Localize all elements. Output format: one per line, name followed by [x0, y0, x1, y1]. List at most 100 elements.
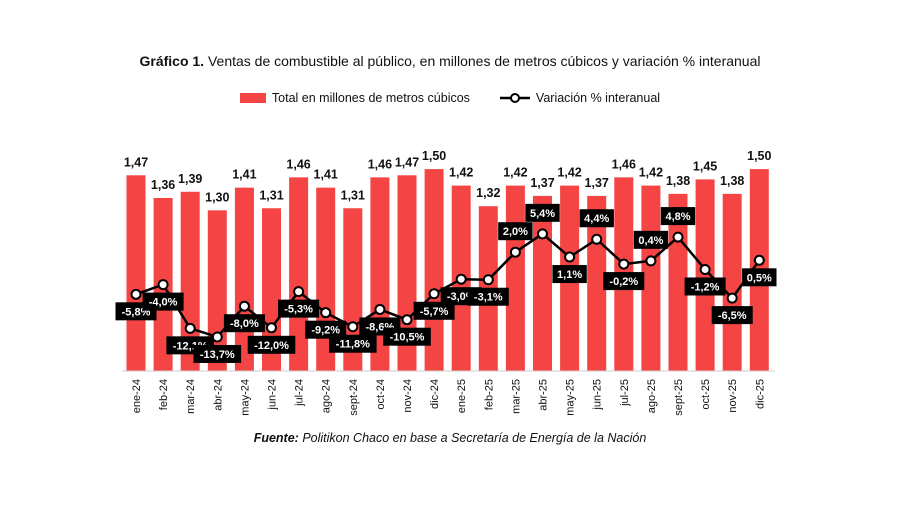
line-point — [238, 300, 250, 312]
line-point — [211, 331, 223, 343]
point-value-label: 2,0% — [503, 226, 528, 238]
line-point — [699, 263, 711, 275]
x-tick-label: sept-25 — [673, 379, 685, 416]
line-point — [266, 322, 277, 334]
bar-value-label: 1,38 — [720, 174, 744, 188]
point-label-box — [660, 207, 696, 226]
line-point — [645, 255, 657, 267]
line-point — [401, 314, 413, 326]
point-value-label: -8,0% — [230, 318, 259, 330]
line-point — [320, 307, 332, 319]
x-tick-label: jun-24 — [267, 379, 279, 411]
line-series — [135, 232, 761, 339]
point-label-box — [278, 299, 320, 318]
bar-value-label: 1,41 — [314, 168, 338, 182]
point-label-box — [193, 344, 242, 363]
chart-title: Gráfico 1. Ventas de combustible al públ… — [0, 53, 900, 69]
line-point — [509, 246, 521, 258]
bar — [126, 175, 146, 371]
point-label-box — [684, 277, 726, 296]
point-label-box — [223, 314, 265, 333]
bar-value-label: 1,47 — [124, 155, 148, 169]
point-label-box — [579, 209, 614, 228]
x-tick-label: abr-24 — [212, 379, 224, 411]
x-tick-label: nov-24 — [402, 379, 414, 413]
x-tick-label: feb-24 — [158, 379, 170, 410]
point-label-box — [329, 334, 377, 353]
point-value-label: 5,4% — [530, 208, 555, 220]
bar-value-label: 1,42 — [557, 166, 581, 180]
x-tick-label: ene-24 — [131, 379, 143, 413]
legend-bar-swatch — [239, 93, 266, 103]
point-label-box — [498, 222, 533, 241]
line-point — [157, 279, 169, 291]
source-note: Fuente: Politikon Chaco en base a Secret… — [0, 431, 900, 445]
bar — [722, 193, 742, 371]
x-tick-label: may-24 — [239, 379, 251, 416]
line-point — [726, 292, 738, 304]
legend-item-line: Variación % interanual — [499, 91, 661, 105]
source-text: Politikon Chaco en base a Secretaría de … — [302, 431, 647, 445]
point-value-label: -11,8% — [336, 339, 370, 351]
point-value-label: 0,5% — [747, 272, 772, 284]
point-value-label: -12,0% — [254, 340, 289, 352]
point-value-label: -13,7% — [200, 349, 235, 361]
point-value-label: -4,0% — [149, 297, 178, 309]
x-tick-label: jul-24 — [294, 379, 306, 407]
point-value-label: -9,2% — [311, 325, 340, 337]
point-value-label: -10,5% — [390, 332, 425, 344]
line-point — [347, 321, 359, 333]
point-label-box — [633, 230, 669, 249]
x-tick-label: oct-24 — [375, 379, 387, 410]
line-point — [672, 231, 684, 243]
x-tick-label: sept-24 — [348, 379, 360, 416]
bar-value-label: 1,31 — [341, 188, 365, 202]
bar-value-label: 1,36 — [151, 178, 175, 192]
line-point — [374, 303, 386, 315]
point-label-box — [525, 203, 560, 222]
point-label-box — [742, 268, 777, 287]
bar-value-label: 1,42 — [639, 166, 663, 180]
point-value-label: -0,2% — [609, 276, 638, 288]
bar-value-label: 1,46 — [286, 157, 310, 171]
bar-value-label: 1,37 — [585, 176, 609, 190]
x-tick-label: may-25 — [565, 379, 577, 416]
legend-label: Total en millones de metros cúbicos — [271, 91, 470, 105]
line-point — [564, 251, 576, 263]
bar-value-label: 1,42 — [449, 166, 473, 180]
legend: Total en millones de metros cúbicos Vari… — [0, 91, 900, 105]
x-tick-label: ago-24 — [321, 379, 333, 413]
legend-label: Variación % interanual — [535, 91, 661, 105]
x-tick-label: ago-25 — [646, 379, 658, 413]
line-point — [482, 274, 494, 286]
point-value-label: -3,1% — [474, 292, 503, 304]
bar-value-label: 1,50 — [747, 149, 771, 163]
bar-value-label: 1,46 — [368, 157, 392, 171]
title-text: Ventas de combustible al público, en mil… — [207, 53, 761, 69]
point-value-label: -6,5% — [718, 310, 747, 322]
bar — [424, 169, 444, 371]
x-tick-label: abr-25 — [538, 379, 550, 411]
bar-value-label: 1,47 — [395, 155, 419, 169]
x-tick-label: jun-25 — [592, 379, 604, 411]
point-label-box — [467, 287, 509, 306]
bar-value-label: 1,50 — [422, 149, 446, 163]
point-value-label: 4,8% — [665, 211, 690, 223]
bar-value-label: 1,45 — [693, 159, 717, 173]
bar-value-label: 1,38 — [666, 174, 690, 188]
point-label-box — [305, 320, 347, 339]
x-tick-label: dic-24 — [429, 379, 441, 409]
point-value-label: -5,3% — [284, 304, 313, 316]
line-point — [591, 233, 603, 245]
bar-value-label: 1,42 — [503, 166, 527, 180]
bar-value-label: 1,32 — [476, 186, 500, 200]
x-tick-label: nov-25 — [727, 379, 739, 413]
bar-value-label: 1,46 — [612, 157, 636, 171]
point-label-box — [552, 265, 587, 284]
bar — [343, 208, 363, 371]
bar-value-label: 1,41 — [232, 168, 256, 182]
point-value-label: -5,7% — [420, 306, 449, 318]
point-value-label: 1,1% — [557, 269, 582, 281]
title-prefix: Gráfico 1. — [139, 53, 205, 69]
